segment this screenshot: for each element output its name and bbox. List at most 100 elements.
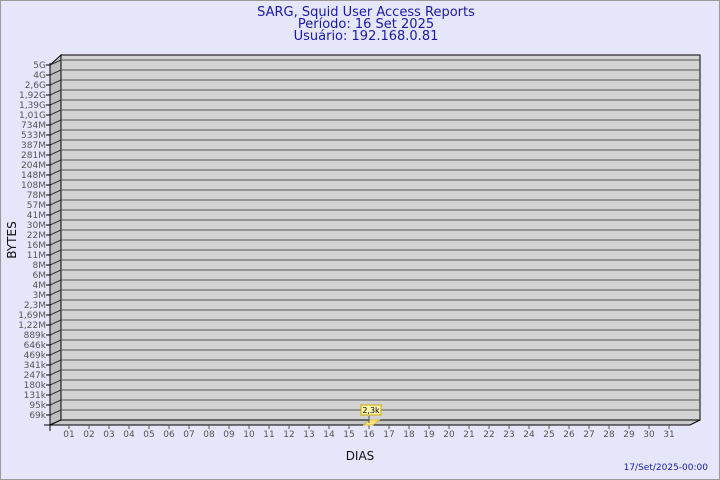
x-tick-label: 16 (363, 430, 375, 440)
y-tick-label: 4G (33, 71, 46, 81)
y-tick-label: 1,69M (18, 311, 46, 321)
x-tick-label: 15 (343, 430, 354, 440)
y-gridline-side (49, 119, 62, 126)
y-tick-label: 1,01G (19, 111, 46, 121)
y-tick-label: 41M (27, 211, 46, 221)
y-tick-label: 180k (24, 381, 47, 391)
y-gridline-side (49, 169, 62, 176)
chart-title: SARG, Squid User Access Reports (257, 5, 475, 20)
x-tick-label: 20 (443, 430, 455, 440)
y-tick-label: 387M (21, 141, 46, 151)
y-gridline-side (49, 349, 62, 356)
x-tick-label: 27 (583, 430, 594, 440)
y-gridline-side (49, 179, 62, 186)
y-gridline-side (49, 369, 62, 376)
y-tick-label: 6M (33, 271, 47, 281)
y-gridline-side (49, 309, 62, 316)
y-gridline-side (49, 409, 62, 416)
y-gridline-side (49, 249, 62, 256)
y-gridline-side (49, 279, 62, 286)
y-gridline-side (49, 189, 62, 196)
y-tick-label: 148M (21, 171, 46, 181)
y-tick-label: 341k (24, 361, 47, 371)
y-gridline-side (49, 99, 62, 106)
x-tick-label: 18 (403, 430, 415, 440)
x-tick-label: 01 (63, 430, 74, 440)
y-tick-label: 69k (29, 411, 46, 421)
y-axis-label: BYTES (5, 221, 19, 258)
y-gridline-side (49, 299, 62, 306)
y-gridline-side (49, 199, 62, 206)
x-tick-label: 19 (423, 430, 435, 440)
plot-back-wall (60, 54, 701, 421)
y-tick-label: 4M (33, 281, 47, 291)
y-gridline-side (49, 319, 62, 326)
footer-timestamp: 17/Set/2025-00:00 (624, 463, 709, 473)
y-gridline-side (49, 329, 62, 336)
x-tick-label: 02 (83, 430, 94, 440)
y-tick-label: 78M (27, 191, 46, 201)
y-gridline-side (49, 89, 62, 96)
x-tick-label: 29 (623, 430, 635, 440)
x-tick-label: 04 (123, 430, 135, 440)
y-gridline-side (49, 159, 62, 166)
x-tick-label: 25 (543, 430, 554, 440)
data-label: 2,3k (362, 406, 380, 415)
x-tick-label: 07 (183, 430, 194, 440)
x-tick-label: 22 (483, 430, 494, 440)
y-gridline-side (49, 259, 62, 266)
x-tick-label: 14 (323, 430, 335, 440)
y-tick-label: 57M (27, 201, 46, 211)
y-tick-label: 281M (21, 151, 46, 161)
y-tick-label: 646k (24, 341, 47, 351)
x-tick-label: 06 (163, 430, 175, 440)
y-gridline-side (49, 139, 62, 146)
x-tick-label: 26 (563, 430, 575, 440)
y-gridline-side (49, 389, 62, 396)
y-gridline-side (49, 379, 62, 386)
data-label-box (360, 404, 382, 416)
x-tick-label: 13 (303, 430, 314, 440)
y-tick-label: 204M (21, 161, 46, 171)
y-gridline-side (49, 69, 62, 76)
x-tick-label: 09 (223, 430, 235, 440)
y-tick-label: 22M (27, 231, 46, 241)
y-tick-label: 108M (21, 181, 46, 191)
y-tick-label: 247k (24, 371, 47, 381)
y-gridline-side (49, 359, 62, 366)
y-gridline-side (49, 109, 62, 116)
chart-subtitle-user: Usuário: 192.168.0.81 (294, 29, 439, 44)
x-tick-label: 12 (283, 430, 294, 440)
x-tick-label: 31 (663, 430, 674, 440)
y-tick-label: 1,92G (19, 91, 46, 101)
y-tick-label: 11M (27, 251, 46, 261)
y-gridline-side (49, 209, 62, 216)
y-tick-label: 131k (24, 391, 47, 401)
y-gridline-side (49, 239, 62, 246)
x-tick-label: 10 (243, 430, 255, 440)
y-tick-label: 533M (21, 131, 46, 141)
x-tick-label: 03 (103, 430, 114, 440)
y-tick-label: 1,39G (19, 101, 46, 111)
x-tick-label: 28 (603, 430, 615, 440)
y-tick-label: 1,22M (18, 321, 46, 331)
y-gridline-side (49, 219, 62, 226)
x-tick-label: 24 (523, 430, 535, 440)
y-tick-label: 30M (27, 221, 46, 231)
y-gridline-side (49, 339, 62, 346)
x-axis-label: DIAS (346, 449, 375, 463)
y-tick-label: 5G (33, 61, 46, 71)
x-tick-label: 21 (463, 430, 474, 440)
y-tick-label: 2,3M (24, 301, 46, 311)
x-tick-label: 17 (383, 430, 394, 440)
y-tick-label: 734M (21, 121, 46, 131)
y-tick-label: 469k (24, 351, 47, 361)
y-gridline-side (49, 59, 62, 66)
y-tick-label: 3M (33, 291, 47, 301)
x-tick-label: 30 (643, 430, 655, 440)
bar-16 (362, 419, 381, 426)
x-tick-label: 08 (203, 430, 215, 440)
y-tick-label: 16M (27, 241, 46, 251)
x-tick-label: 11 (263, 430, 274, 440)
